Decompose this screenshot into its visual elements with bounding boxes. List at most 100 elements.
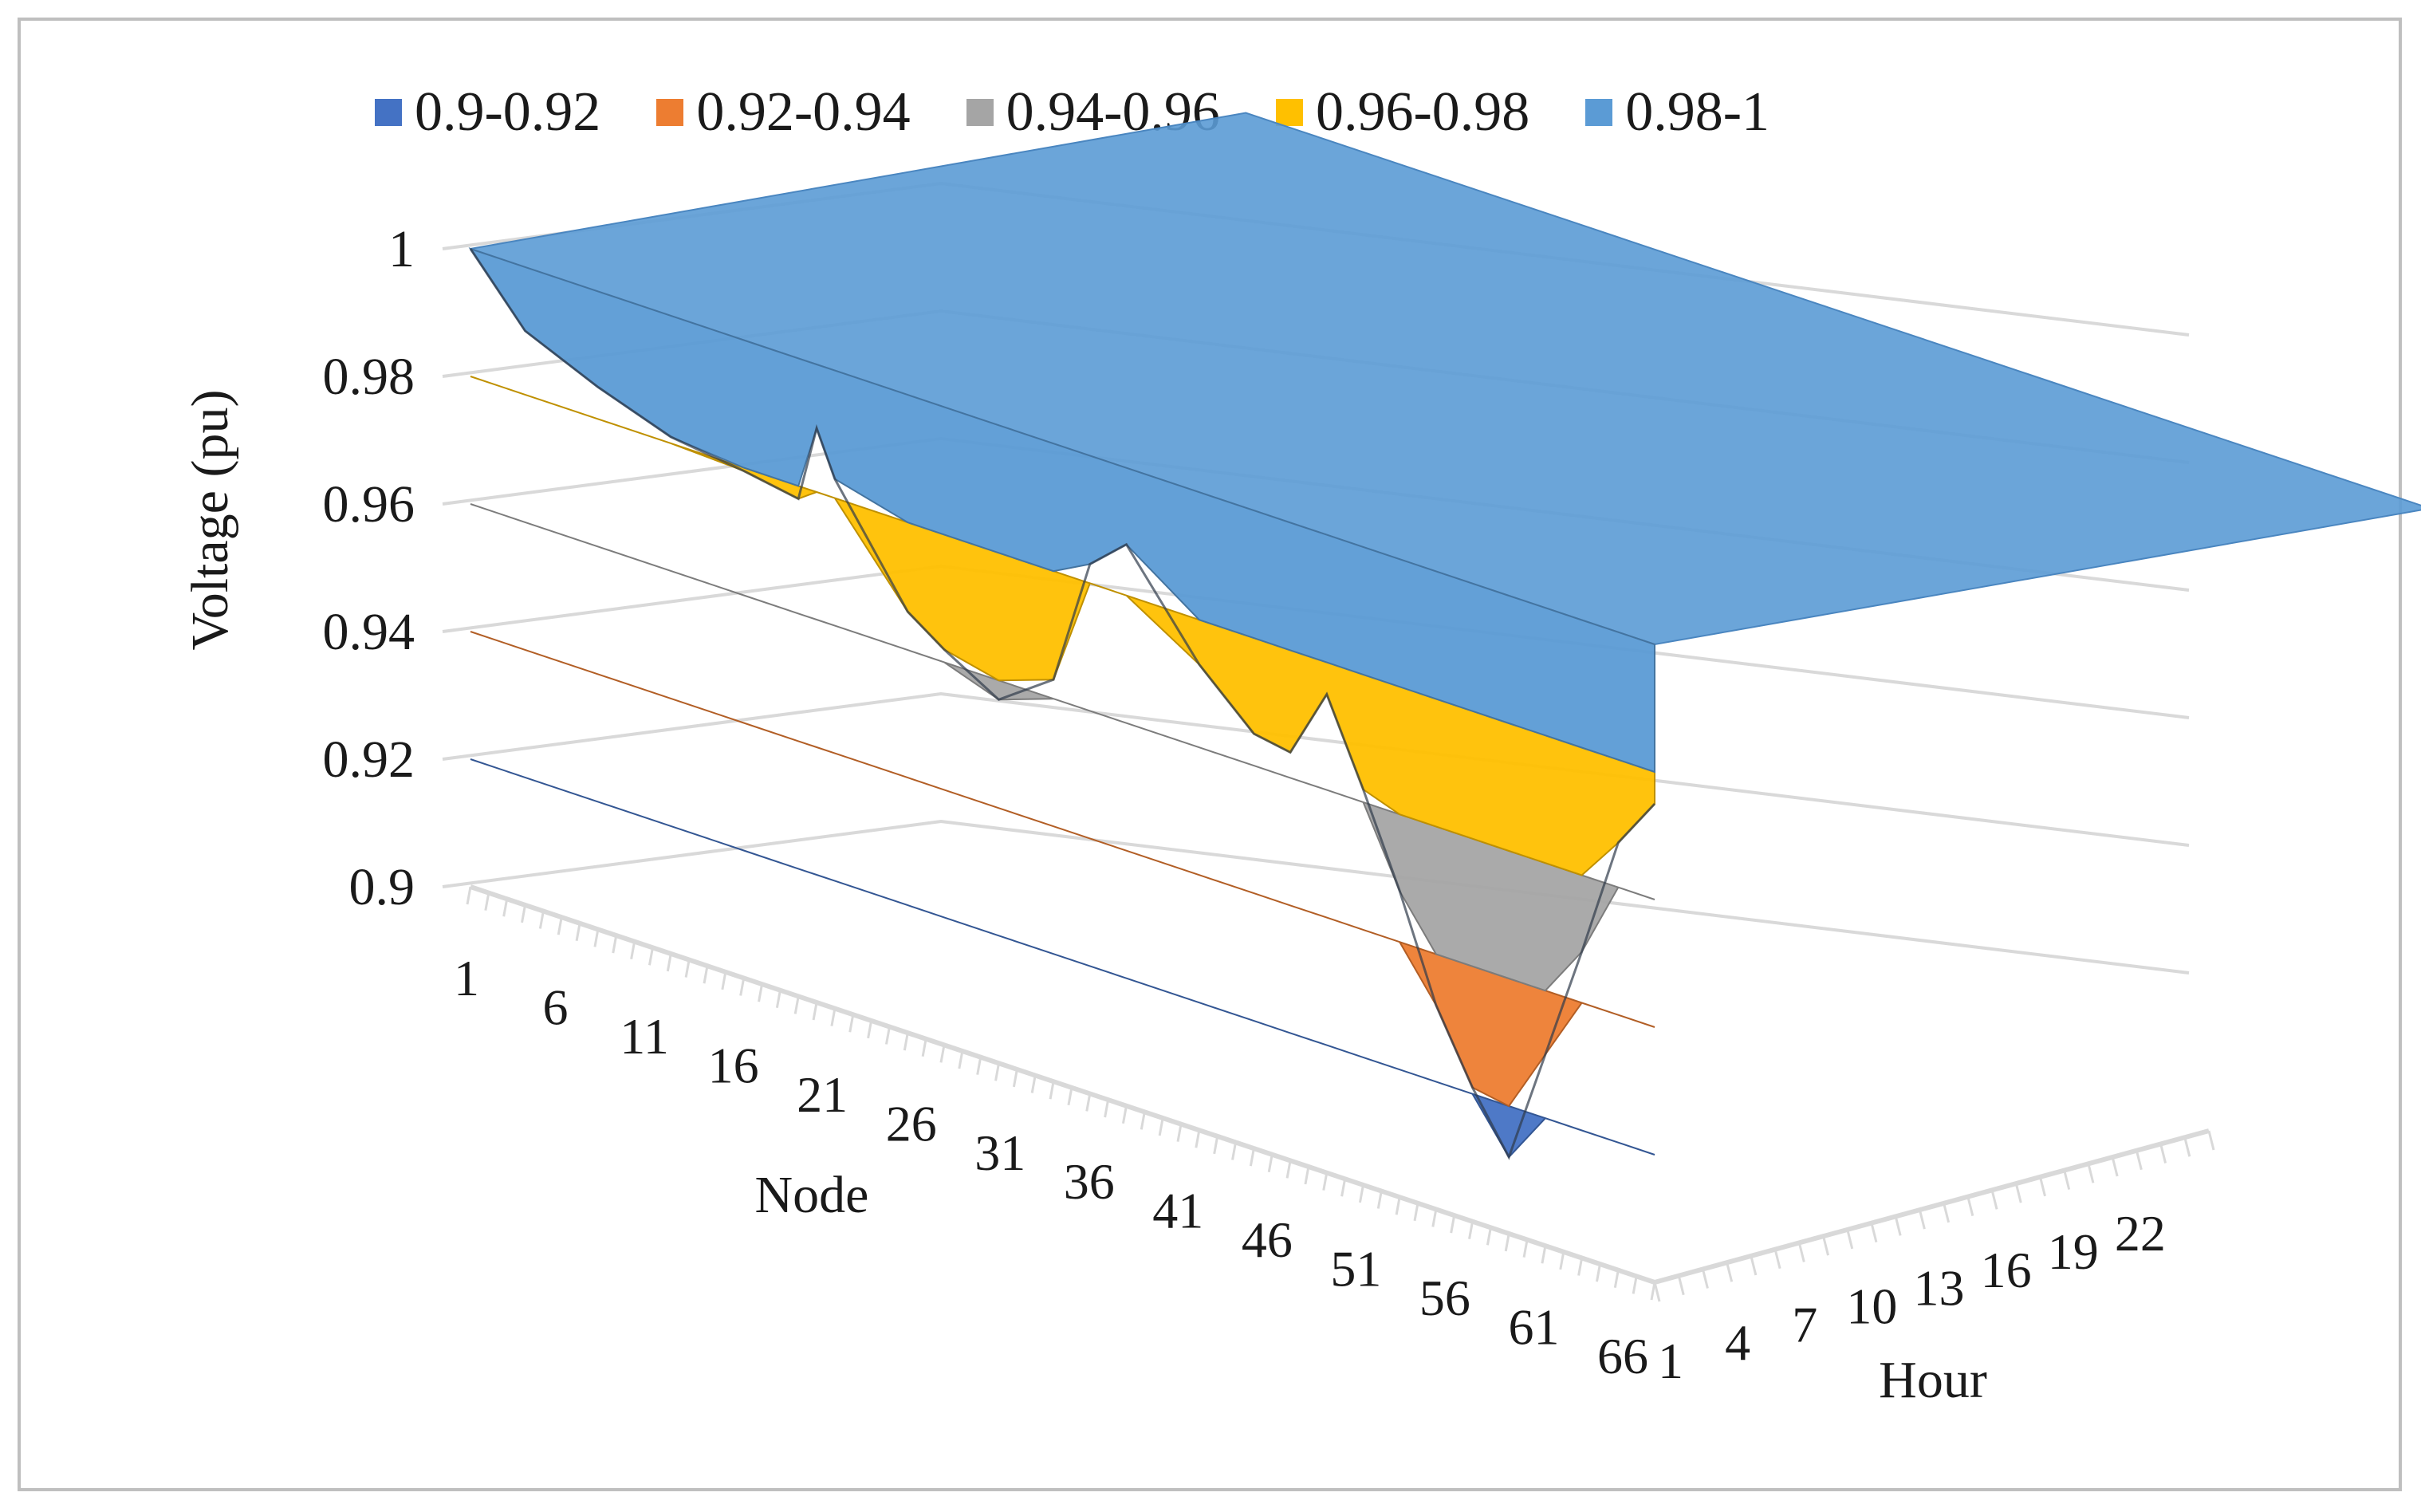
gridline-4 <box>442 691 2190 847</box>
node-tick <box>1195 1129 1201 1148</box>
node-tick <box>1376 1191 1383 1209</box>
surface-band-0 <box>470 758 1655 1159</box>
hour-tick-label-7: 22 <box>2115 1205 2166 1262</box>
node-tick <box>1431 1209 1438 1227</box>
node-tick <box>939 1045 946 1063</box>
hour-tick <box>1990 1189 1998 1210</box>
y-axis-title: Hour <box>1879 1351 1987 1409</box>
legend-item-4[interactable]: 0.98-1 <box>1585 81 1769 144</box>
hour-tick <box>1653 1282 1661 1302</box>
node-tick <box>1577 1258 1584 1276</box>
node-tick <box>1158 1117 1164 1136</box>
node-tick <box>884 1026 891 1045</box>
node-tick-label-1: 6 <box>543 978 569 1035</box>
node-tick <box>666 953 672 972</box>
hour-tick <box>1870 1223 1878 1243</box>
hour-tick <box>2207 1130 2215 1151</box>
node-tick <box>521 904 527 923</box>
node-tick <box>1049 1081 1055 1100</box>
node-tick <box>1067 1087 1073 1106</box>
node-tick-label-13: 66 <box>1597 1328 1648 1384</box>
node-tick-label-12: 61 <box>1508 1299 1559 1356</box>
legend-label-1: 0.92-0.94 <box>696 81 911 143</box>
z-axis-title: Voltage (pu) <box>181 390 239 651</box>
hour-tick <box>1918 1209 1926 1230</box>
legend-item-0[interactable]: 0.9-0.92 <box>375 81 600 144</box>
hour-tick-label-0: 1 <box>1658 1333 1683 1389</box>
node-tick <box>848 1014 855 1033</box>
z-tick-label-3: 0.94 <box>323 603 415 661</box>
node-tick <box>1468 1221 1474 1239</box>
node-tick-label-3: 16 <box>708 1037 759 1093</box>
node-tick <box>502 898 509 917</box>
legend: 0.9-0.92 0.92-0.94 0.94-0.96 0.96-0.98 0… <box>375 77 1769 148</box>
surface-front-edge <box>469 248 1656 1160</box>
hour-tick-label-2: 7 <box>1792 1296 1817 1353</box>
node-tick <box>1522 1239 1529 1258</box>
node-tick <box>994 1063 1001 1081</box>
node-tick <box>538 911 545 929</box>
node-tick <box>1231 1142 1238 1160</box>
node-axis-line <box>470 884 1655 1285</box>
node-tick <box>976 1057 982 1075</box>
hour-axis-line <box>1654 1128 2210 1285</box>
hour-tick <box>1943 1203 1951 1223</box>
node-tick <box>703 965 709 984</box>
node-tick <box>830 1008 837 1026</box>
z-tick-label-0: 1 <box>388 220 415 278</box>
node-tick-label-4: 21 <box>797 1066 848 1123</box>
hour-tick <box>1894 1216 1902 1236</box>
node-tick-label-8: 41 <box>1152 1183 1203 1239</box>
node-tick <box>1613 1270 1620 1289</box>
hour-tick <box>1726 1262 1734 1282</box>
hour-tick <box>1966 1196 1974 1216</box>
hour-tick-label-5: 16 <box>1981 1242 2032 1298</box>
surface-band-4 <box>468 247 1655 774</box>
hour-tick <box>2063 1170 2071 1190</box>
hour-tick <box>2183 1136 2191 1157</box>
gridline-5 <box>442 819 2190 975</box>
node-tick <box>758 983 764 1002</box>
node-tick <box>1249 1148 1255 1167</box>
node-tick <box>1486 1227 1492 1246</box>
node-tick <box>1085 1093 1092 1112</box>
node-tick <box>921 1038 927 1057</box>
z-tick-label-2: 0.96 <box>323 475 415 534</box>
node-tick <box>812 1002 818 1021</box>
node-tick <box>1450 1215 1456 1234</box>
node-tick <box>1030 1075 1037 1093</box>
legend-item-1[interactable]: 0.92-0.94 <box>656 81 911 144</box>
hour-tick <box>1677 1275 1685 1296</box>
z-tick-label-1: 0.98 <box>323 348 415 406</box>
node-tick <box>1504 1233 1510 1252</box>
legend-item-3[interactable]: 0.96-0.98 <box>1275 81 1530 144</box>
hour-tick <box>1797 1242 1805 1262</box>
node-tick <box>1012 1069 1018 1088</box>
node-tick <box>1413 1203 1419 1222</box>
hour-tick <box>2111 1156 2119 1177</box>
node-tick <box>721 971 727 990</box>
node-tick-label-6: 31 <box>974 1124 1025 1181</box>
node-tick-label-9: 46 <box>1242 1211 1293 1268</box>
hour-tick <box>2087 1163 2095 1183</box>
node-tick-label-7: 36 <box>1064 1153 1115 1210</box>
hour-tick-label-3: 10 <box>1846 1278 1897 1335</box>
node-tick <box>466 886 472 905</box>
node-tick <box>557 916 563 935</box>
legend-item-2[interactable]: 0.94-0.96 <box>966 81 1220 144</box>
node-tick <box>775 990 781 1008</box>
node-tick <box>739 978 746 996</box>
node-tick <box>612 935 618 954</box>
surface-band-2 <box>470 503 1655 992</box>
node-tick-label-0: 1 <box>454 950 479 1006</box>
x-axis-title: Node <box>755 1166 869 1224</box>
legend-swatch-0 <box>375 99 402 126</box>
surface-band-1 <box>470 631 1655 1108</box>
node-tick <box>1285 1160 1292 1179</box>
legend-swatch-4 <box>1585 99 1613 126</box>
legend-swatch-2 <box>966 99 994 126</box>
hour-tick <box>1822 1235 1829 1256</box>
z-tick-label-4: 0.92 <box>323 730 415 789</box>
legend-label-3: 0.96-0.98 <box>1315 81 1530 143</box>
